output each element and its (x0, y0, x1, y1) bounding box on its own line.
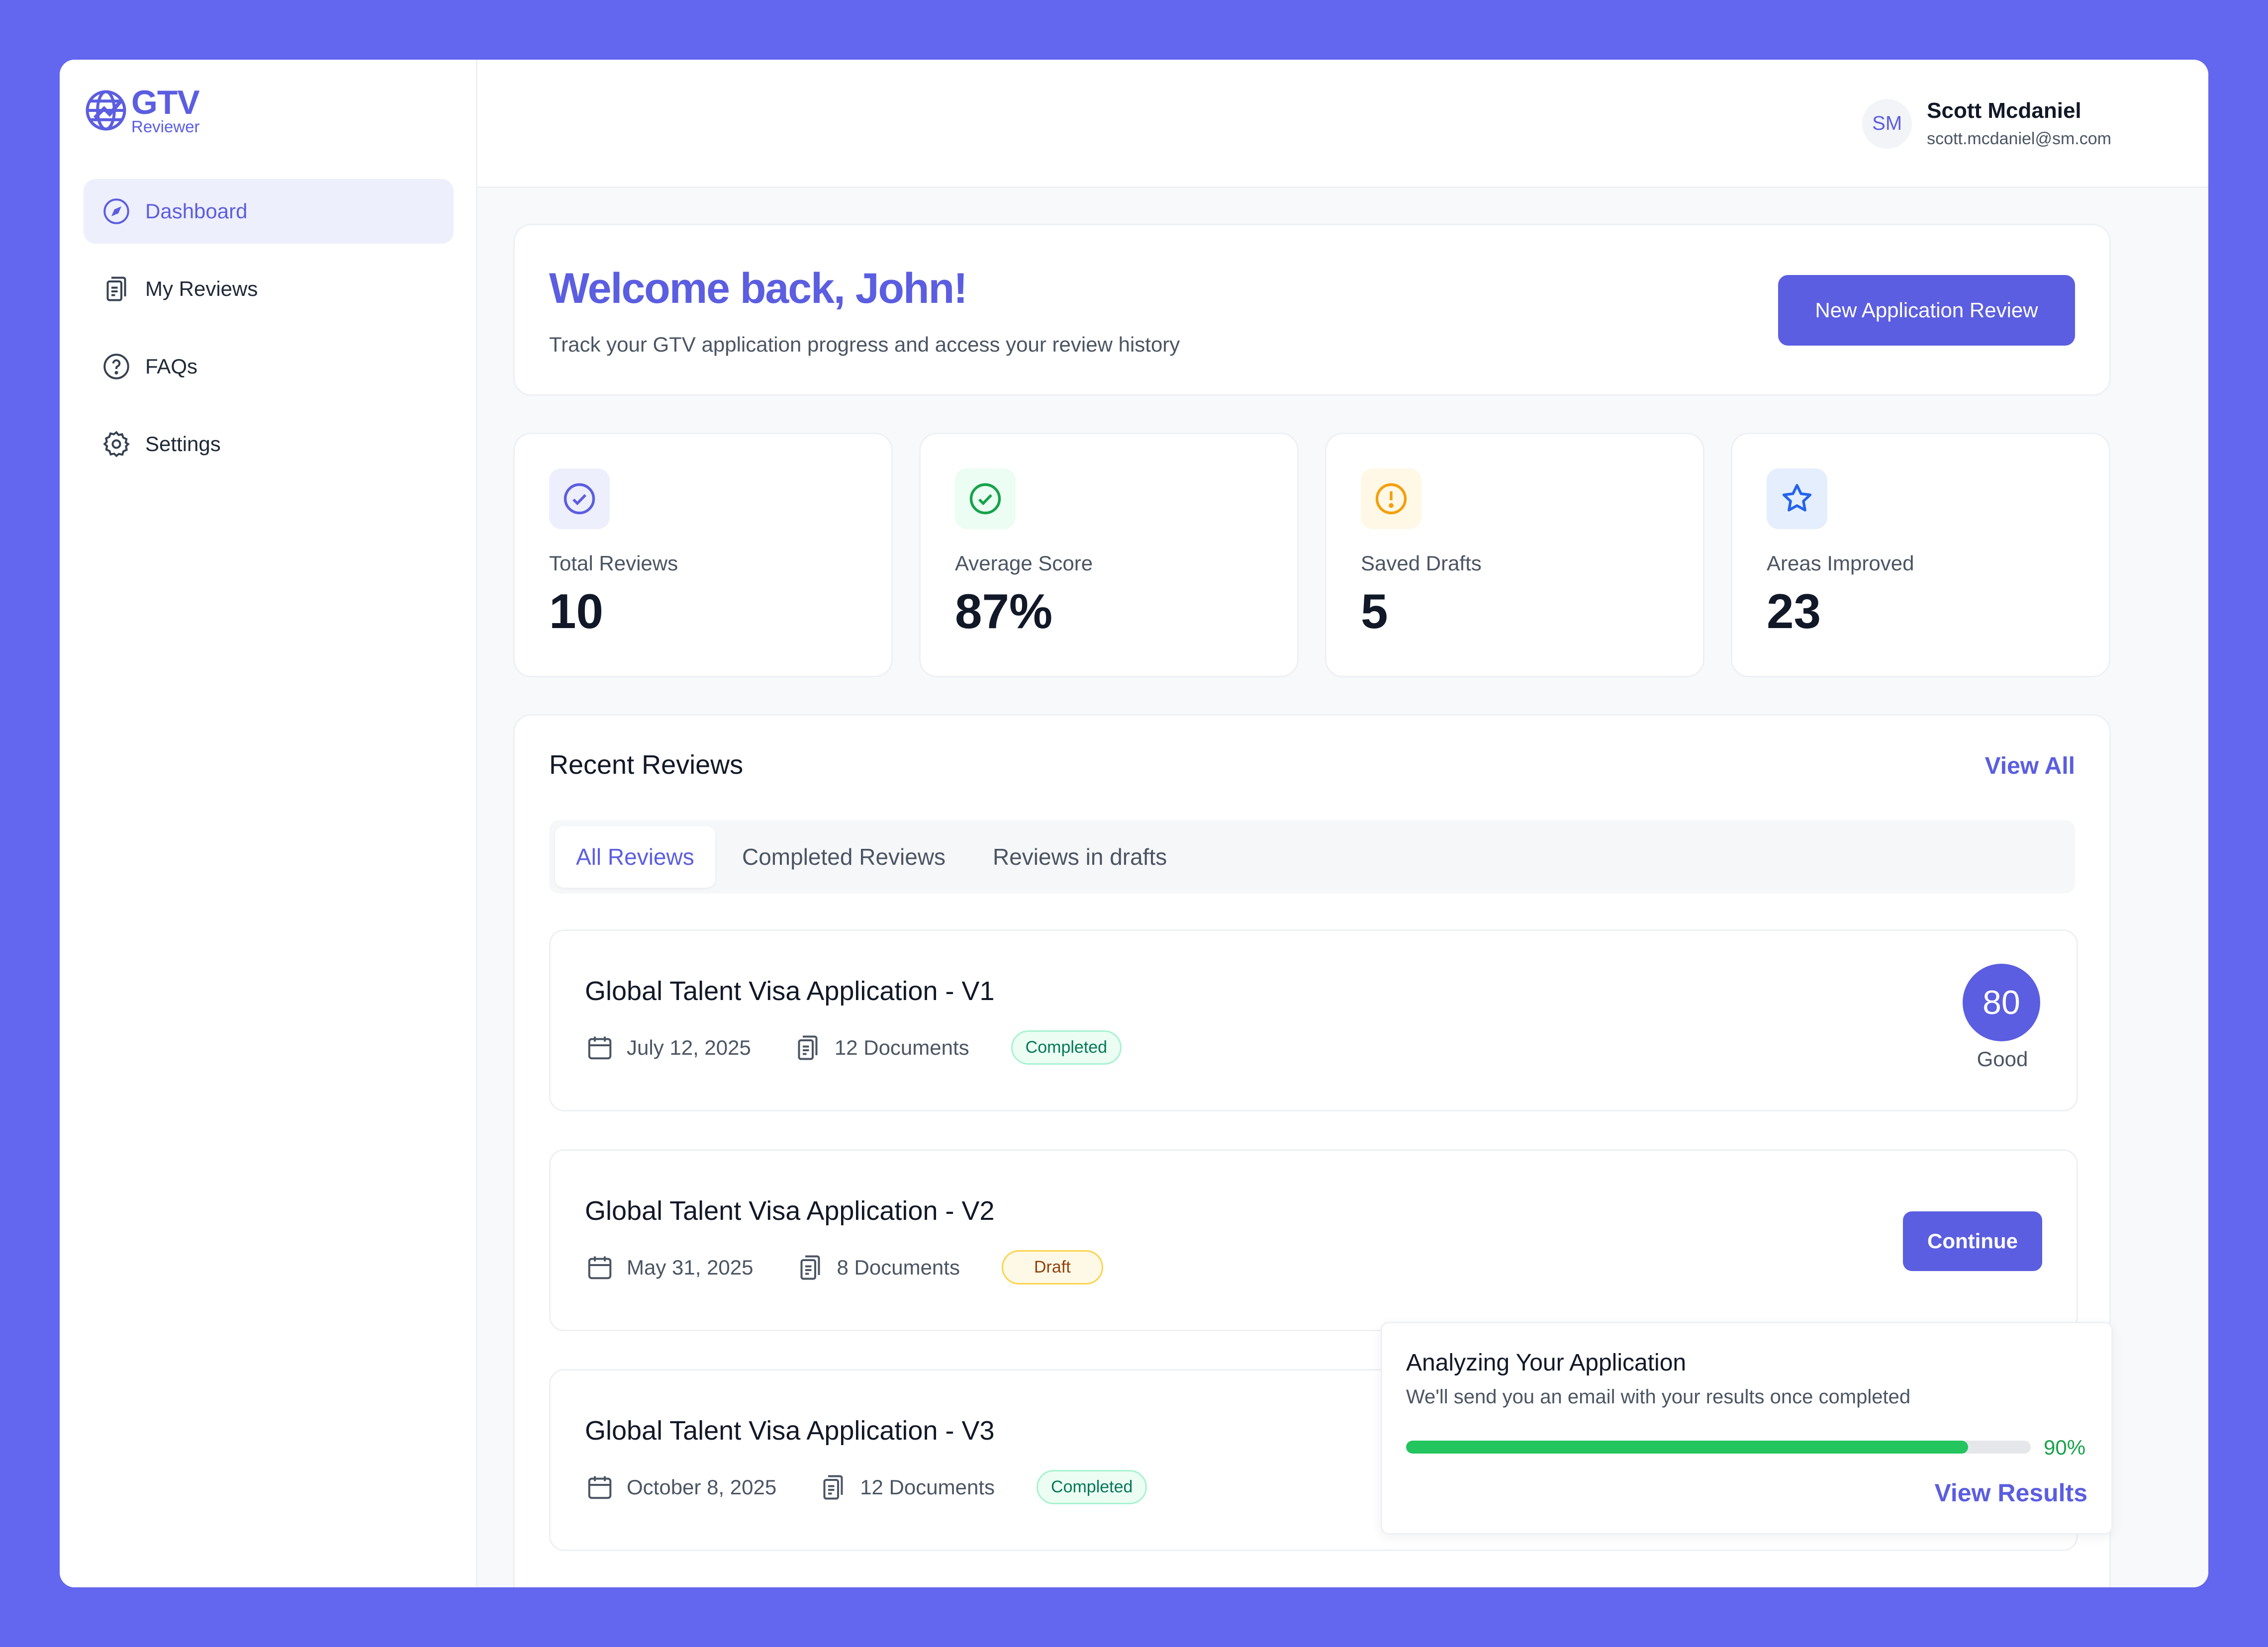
check-circle-icon (969, 483, 1001, 515)
user-name: Scott Mcdaniel (1927, 98, 2081, 123)
review-card[interactable]: Global Talent Visa Application - V1 July… (549, 929, 2078, 1111)
stat-card-saved-drafts: Saved Drafts 5 (1325, 433, 1704, 677)
status-badge: Completed (1037, 1470, 1147, 1504)
view-results-link[interactable]: View Results (1934, 1479, 2087, 1507)
toast-subtitle: We'll send you an email with your result… (1406, 1386, 1911, 1408)
review-meta: May 31, 2025 8 Documents Draft (585, 1250, 1103, 1284)
calendar-icon (588, 1256, 612, 1279)
stat-card-average-score: Average Score 87% (919, 433, 1299, 677)
recent-reviews-viewport: Recent Reviews View All All Reviews Comp… (477, 714, 2208, 1587)
sidebar-item-my-reviews[interactable]: My Reviews (84, 257, 454, 321)
review-title: Global Talent Visa Application - V1 (585, 976, 995, 1006)
stat-card-areas-improved: Areas Improved 23 (1731, 433, 2110, 677)
sidebar-nav: Dashboard My Reviews FAQs (84, 179, 454, 489)
avatar: SM (1862, 98, 1912, 149)
review-title: Global Talent Visa Application - V2 (585, 1196, 995, 1226)
sidebar-item-label: FAQs (145, 355, 198, 378)
stat-value: 87% (955, 584, 1053, 639)
sidebar: GTV Reviewer Dashboard My Reviews (60, 60, 477, 1587)
stat-value: 5 (1361, 584, 1388, 639)
review-documents: 12 Documents (834, 1035, 969, 1059)
globe-logo-icon (86, 90, 126, 130)
sidebar-item-settings[interactable]: Settings (84, 412, 454, 476)
progress-bar (1406, 1441, 2031, 1454)
score-label: Good (1977, 1047, 2028, 1071)
analysis-progress-toast: Analyzing Your Application We'll send yo… (1381, 1322, 2113, 1535)
score-indicator: 80 Good (1963, 964, 2042, 1071)
documents-icon (106, 276, 126, 301)
review-date: July 12, 2025 (627, 1035, 751, 1059)
tab-reviews-in-drafts[interactable]: Reviews in drafts (993, 844, 1167, 870)
calendar-icon (588, 1036, 612, 1059)
status-badge: Draft (1001, 1250, 1103, 1284)
score-value: 80 (1963, 964, 2040, 1041)
stat-label: Total Reviews (549, 551, 678, 575)
view-all-link[interactable]: View All (1984, 753, 2075, 779)
sidebar-item-label: Dashboard (145, 199, 248, 223)
progress-fill (1406, 1441, 1969, 1454)
documents-icon (798, 1035, 818, 1060)
help-circle-icon (103, 354, 129, 379)
gear-icon (103, 431, 130, 458)
review-meta: July 12, 2025 12 Documents Completed (585, 1030, 1122, 1065)
status-badge: Completed (1011, 1030, 1122, 1065)
welcome-subtitle: Track your GTV application progress and … (549, 333, 1180, 356)
documents-icon (823, 1475, 843, 1499)
check-circle-icon (564, 483, 595, 515)
continue-button[interactable]: Continue (1903, 1211, 2042, 1271)
review-title: Global Talent Visa Application - V3 (585, 1416, 995, 1446)
new-application-review-button[interactable]: New Application Review (1778, 275, 2075, 346)
sidebar-item-label: My Reviews (145, 277, 258, 300)
stat-label: Areas Improved (1767, 551, 1914, 575)
review-card[interactable]: Global Talent Visa Application - V2 May … (549, 1149, 2078, 1331)
logo-subtitle: Reviewer (131, 117, 200, 136)
stat-icon-box (549, 468, 610, 529)
alert-circle-icon (1375, 483, 1407, 515)
review-documents: 8 Documents (837, 1255, 960, 1279)
review-documents: 12 Documents (860, 1475, 995, 1499)
progress-percent: 90% (2044, 1436, 2086, 1459)
sidebar-item-faqs[interactable]: FAQs (84, 334, 454, 399)
tab-all-reviews[interactable]: All Reviews (555, 826, 715, 888)
recent-reviews-card: Recent Reviews View All All Reviews Comp… (513, 714, 2111, 1587)
review-meta: October 8, 2025 12 Documents Completed (585, 1470, 1147, 1504)
sidebar-item-dashboard[interactable]: Dashboard (84, 179, 454, 244)
top-bar: SM Scott Mcdaniel scott.mcdaniel@sm.com (477, 60, 2208, 188)
documents-icon (800, 1255, 820, 1280)
welcome-title: Welcome back, John! (549, 265, 968, 312)
compass-icon (103, 198, 129, 224)
user-menu[interactable]: SM Scott Mcdaniel scott.mcdaniel@sm.com (1862, 98, 2111, 149)
logo[interactable]: GTV Reviewer (84, 86, 200, 135)
star-icon (1782, 484, 1812, 512)
stat-card-total-reviews: Total Reviews 10 (513, 433, 893, 677)
stat-label: Average Score (955, 551, 1093, 575)
review-date: May 31, 2025 (627, 1255, 754, 1279)
stat-value: 23 (1767, 584, 1821, 639)
stat-value: 10 (549, 584, 604, 639)
stat-icon-box (955, 468, 1016, 529)
stat-label: Saved Drafts (1361, 551, 1482, 575)
tab-completed-reviews[interactable]: Completed Reviews (742, 844, 946, 870)
toast-title: Analyzing Your Application (1406, 1350, 1687, 1376)
review-tabs: All Reviews Completed Reviews Reviews in… (549, 820, 2075, 894)
logo-title: GTV (131, 84, 200, 121)
stat-icon-box (1361, 468, 1421, 529)
recent-reviews-title: Recent Reviews (549, 750, 744, 780)
stat-icon-box (1767, 468, 1827, 529)
calendar-icon (588, 1476, 612, 1499)
user-email: scott.mcdaniel@sm.com (1927, 129, 2111, 148)
review-date: October 8, 2025 (627, 1475, 777, 1499)
welcome-card: Welcome back, John! Track your GTV appli… (513, 224, 2111, 396)
sidebar-item-label: Settings (145, 432, 221, 456)
